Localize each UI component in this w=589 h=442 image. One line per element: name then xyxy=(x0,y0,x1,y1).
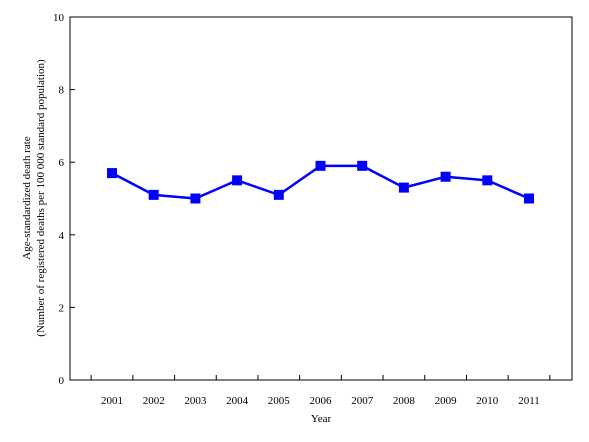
x-tick-label: 2010 xyxy=(476,395,499,407)
plot-frame xyxy=(69,16,573,381)
data-point-2007 xyxy=(357,160,368,171)
y-tick-label: 0 xyxy=(59,375,65,387)
y-tick-label: 10 xyxy=(53,12,65,24)
x-tick-label: 2003 xyxy=(184,395,207,407)
x-tick-label: 2005 xyxy=(268,395,291,407)
y-axis-title-line1: Age-standardized death rate xyxy=(21,136,33,259)
data-point-2001 xyxy=(107,168,117,179)
data-point-2005 xyxy=(273,189,284,200)
data-point-2002 xyxy=(148,189,159,200)
y-axis-title: Age-standardized death rate (Number of r… xyxy=(21,59,47,337)
y-axis-title-line2: (Number of registered deaths per 100 000… xyxy=(35,59,47,337)
x-tick-label: 2006 xyxy=(310,395,333,407)
data-point-2009 xyxy=(440,171,451,182)
y-tick-label: 6 xyxy=(59,157,65,169)
x-axis-title: Year xyxy=(311,413,332,425)
x-tick-label: 2002 xyxy=(143,395,165,407)
x-tick-label: 2001 xyxy=(101,395,123,407)
data-point-2011 xyxy=(524,193,534,204)
data-point-2004 xyxy=(232,175,243,186)
y-tick-label: 2 xyxy=(59,302,65,314)
data-point-2003 xyxy=(190,193,201,204)
data-point-2010 xyxy=(482,175,493,186)
series-markers xyxy=(107,160,534,204)
y-tick-label: 4 xyxy=(59,230,65,242)
x-tick-label: 2009 xyxy=(435,395,458,407)
x-tick-label: 2007 xyxy=(351,395,374,407)
x-tick-label: 2011 xyxy=(518,395,540,407)
y-tick-label: 8 xyxy=(59,85,65,97)
data-point-2006 xyxy=(315,160,326,171)
x-axis: 2001 2002 2003 2004 2005 2006 2007 2008 2009 2010… xyxy=(90,375,551,407)
data-point-2008 xyxy=(398,182,409,193)
x-tick-label: 2004 xyxy=(226,395,249,407)
x-tick-label: 2008 xyxy=(393,395,416,407)
y-axis: 0 2 4 6 8 10 xyxy=(53,12,75,387)
